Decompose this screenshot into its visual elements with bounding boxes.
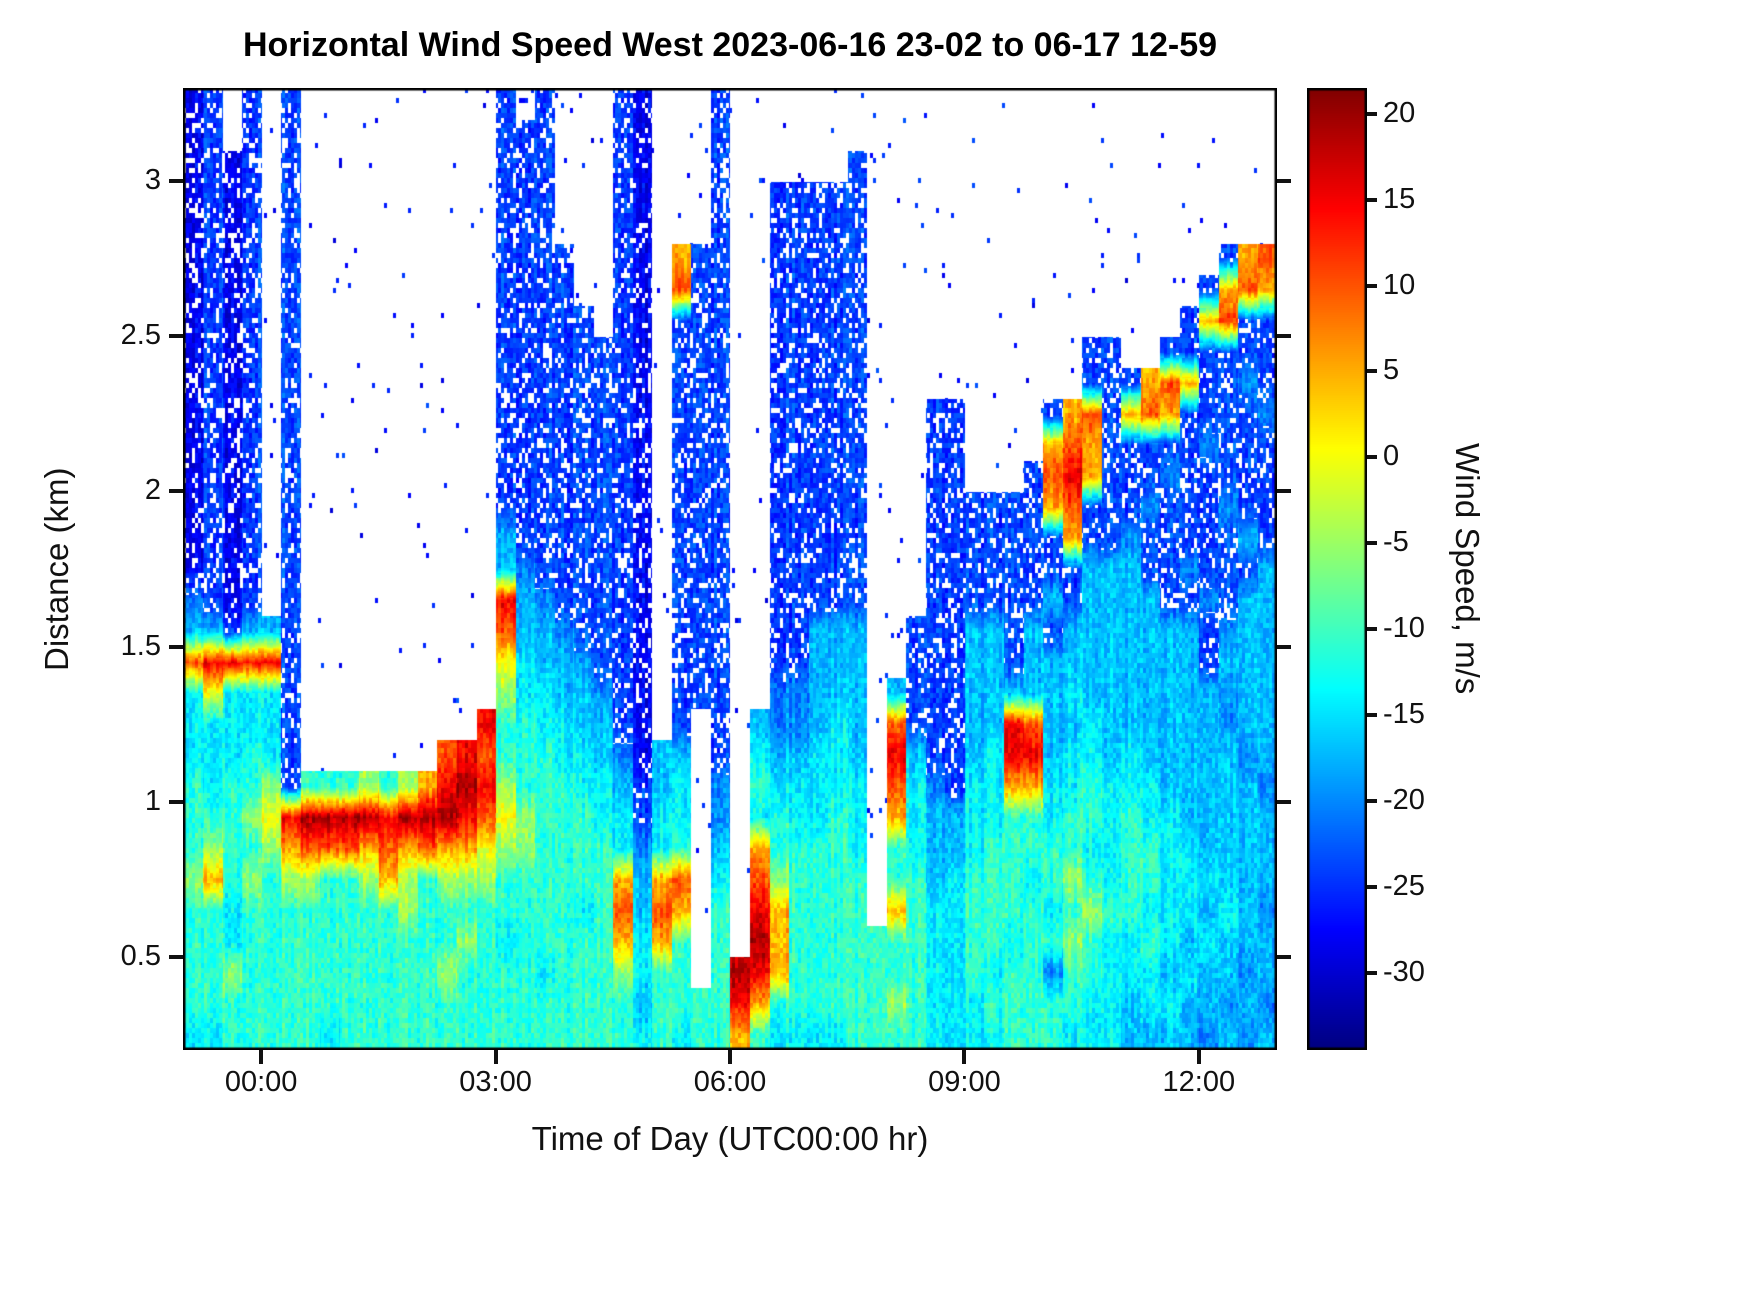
colorbar-tick-label: 20	[1383, 96, 1416, 129]
colorbar-tick-label: -15	[1383, 698, 1425, 731]
colorbar-tick-label: 0	[1383, 440, 1400, 473]
colorbar-tick-mark	[1367, 197, 1377, 202]
y-tick-label: 1	[144, 784, 161, 817]
colorbar-tick-label: -5	[1383, 526, 1409, 559]
colorbar-tick-mark	[1367, 884, 1377, 889]
colorbar-tick-mark	[1367, 111, 1377, 116]
colorbar-label: Wind Speed, m/s	[1449, 443, 1486, 695]
colorbar-tick-label: 15	[1383, 182, 1416, 215]
x-tick-label: 03:00	[459, 1066, 532, 1098]
y-tick-label: 0.5	[120, 939, 161, 972]
x-tick-label: 00:00	[224, 1066, 298, 1098]
y-tick-mark	[169, 334, 183, 339]
colorbar-tick-label: -25	[1383, 869, 1425, 902]
y-tick-label: 3	[144, 164, 161, 197]
x-tick-mark	[259, 1050, 264, 1064]
colorbar-tick-label: -10	[1383, 612, 1425, 645]
x-tick-mark	[728, 1050, 732, 1064]
colorbar-tick-label: -20	[1383, 783, 1425, 816]
colorbar-tick-mark	[1367, 455, 1377, 460]
y-tick-mark	[169, 179, 183, 184]
colorbar-tick-label: 5	[1383, 354, 1400, 387]
colorbar-tick-mark	[1367, 541, 1377, 546]
y-tick-label: 2	[144, 474, 161, 507]
x-tick-mark	[493, 1050, 498, 1064]
y-tick-mark	[169, 644, 183, 649]
y-tick-mark-right	[1277, 644, 1291, 649]
colorbar-tick-mark	[1367, 798, 1377, 803]
x-tick-label: 06:00	[693, 1066, 767, 1098]
colorbar-tick-label: 10	[1383, 268, 1416, 301]
y-tick-label: 2.5	[120, 319, 161, 352]
colorbar-tick-mark	[1367, 970, 1377, 975]
x-tick-mark	[1196, 1050, 1201, 1064]
y-tick-mark-right	[1277, 799, 1291, 804]
heatmap-canvas	[183, 88, 1277, 1050]
colorbar-tick-mark	[1367, 713, 1377, 718]
colorbar	[1307, 88, 1367, 1050]
x-axis-label: Time of Day (UTC00:00 hr)	[531, 1120, 929, 1157]
colorbar-tick-mark	[1367, 283, 1377, 288]
y-tick-mark	[169, 799, 183, 804]
y-tick-mark-right	[1277, 179, 1291, 184]
y-axis-label: Distance (km)	[38, 467, 75, 671]
chart-title: Horizontal Wind Speed West 2023-06-16 23…	[242, 26, 1218, 64]
x-tick-label: 12:00	[1162, 1066, 1236, 1098]
colorbar-tick-label: -30	[1383, 955, 1425, 988]
x-tick-mark	[962, 1050, 967, 1064]
y-tick-mark-right	[1277, 334, 1291, 339]
y-tick-label: 1.5	[120, 629, 161, 662]
colorbar-tick-mark	[1367, 627, 1377, 632]
y-tick-mark-right	[1277, 954, 1291, 959]
y-tick-mark	[169, 489, 183, 494]
y-tick-mark-right	[1277, 489, 1291, 494]
colorbar-tick-mark	[1367, 369, 1377, 374]
y-tick-mark	[169, 954, 183, 959]
x-tick-label: 09:00	[928, 1066, 1001, 1098]
